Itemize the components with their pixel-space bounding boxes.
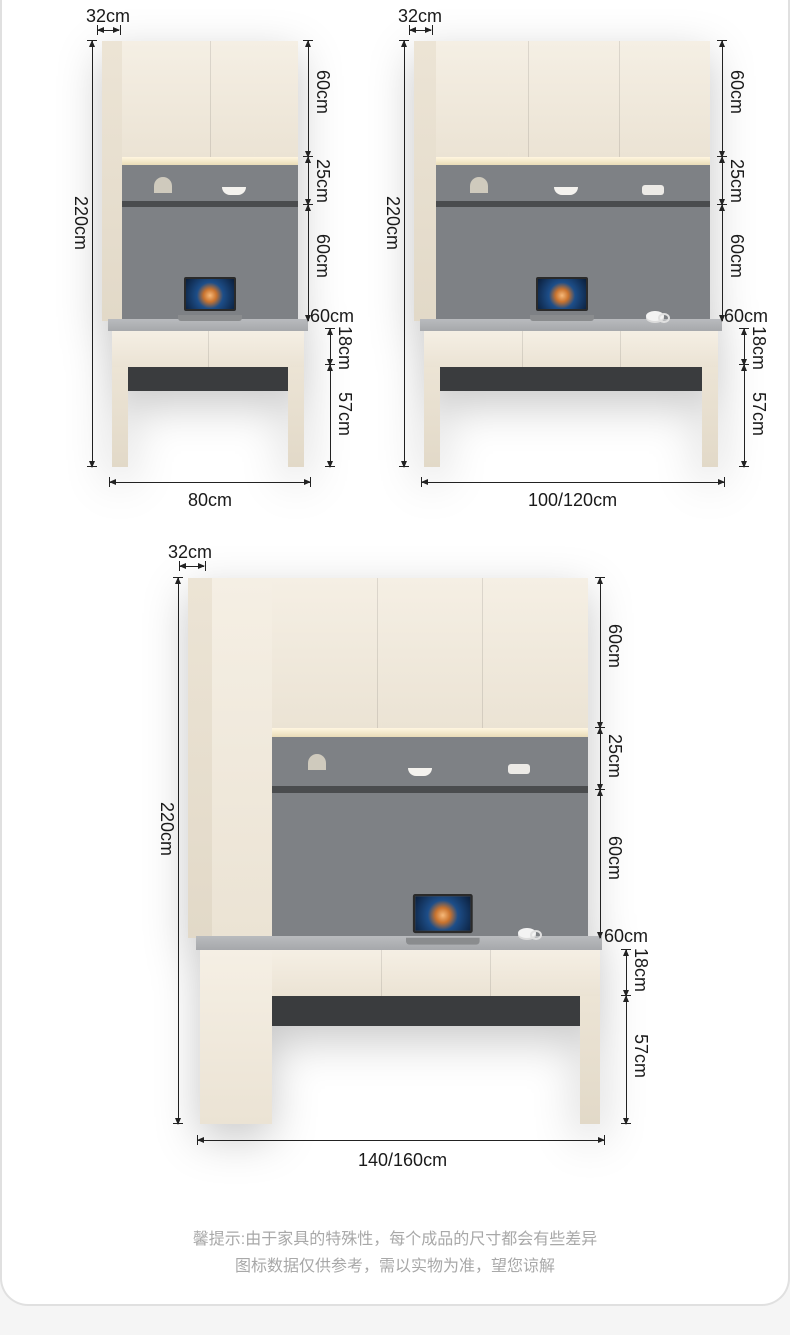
desk-depth-label: 60cm [310,306,354,327]
disclaimer-line: 图标数据仅供参考，需以实物为准，望您谅解 [34,1253,756,1280]
variant-c: 32cm 220cm [4,536,786,1216]
height-label: 220cm [382,196,403,250]
seg-label: 25cm [312,159,333,203]
furniture-render [188,578,588,1124]
variant-b: 32cm 220cm [360,6,780,546]
seg-label: 57cm [334,392,355,436]
seg-label: 60cm [312,234,333,278]
variant-row-top: 32cm 220cm [4,6,786,546]
laptop-icon [530,277,594,321]
furniture-render [414,41,710,467]
width-label: 80cm [188,490,232,511]
depth-arrow [98,30,119,31]
variant-row-bottom: 32cm 220cm [4,546,786,1216]
laptop-icon [406,894,480,945]
spec-page: 32cm 220cm [0,0,790,1306]
variant-a: 32cm 220cm [10,6,360,546]
laptop-icon [178,277,242,321]
disclaimer-line: 馨提示:由于家具的特殊性，每个成品的尺寸都会有些差异 [34,1226,756,1253]
seg-label: 60cm [312,70,333,114]
width-label: 100/120cm [528,490,617,511]
disclaimer: 馨提示:由于家具的特殊性，每个成品的尺寸都会有些差异 图标数据仅供参考，需以实物… [4,1226,786,1280]
width-label: 140/160cm [358,1150,447,1171]
furniture-render [102,41,298,467]
depth-label: 32cm [398,6,442,27]
height-arrow [92,41,93,467]
depth-label: 32cm [86,6,130,27]
seg-label: 18cm [334,326,355,370]
height-label: 220cm [156,802,177,856]
height-label: 220cm [70,196,91,250]
width-arrow [110,482,310,483]
depth-label: 32cm [168,542,212,563]
